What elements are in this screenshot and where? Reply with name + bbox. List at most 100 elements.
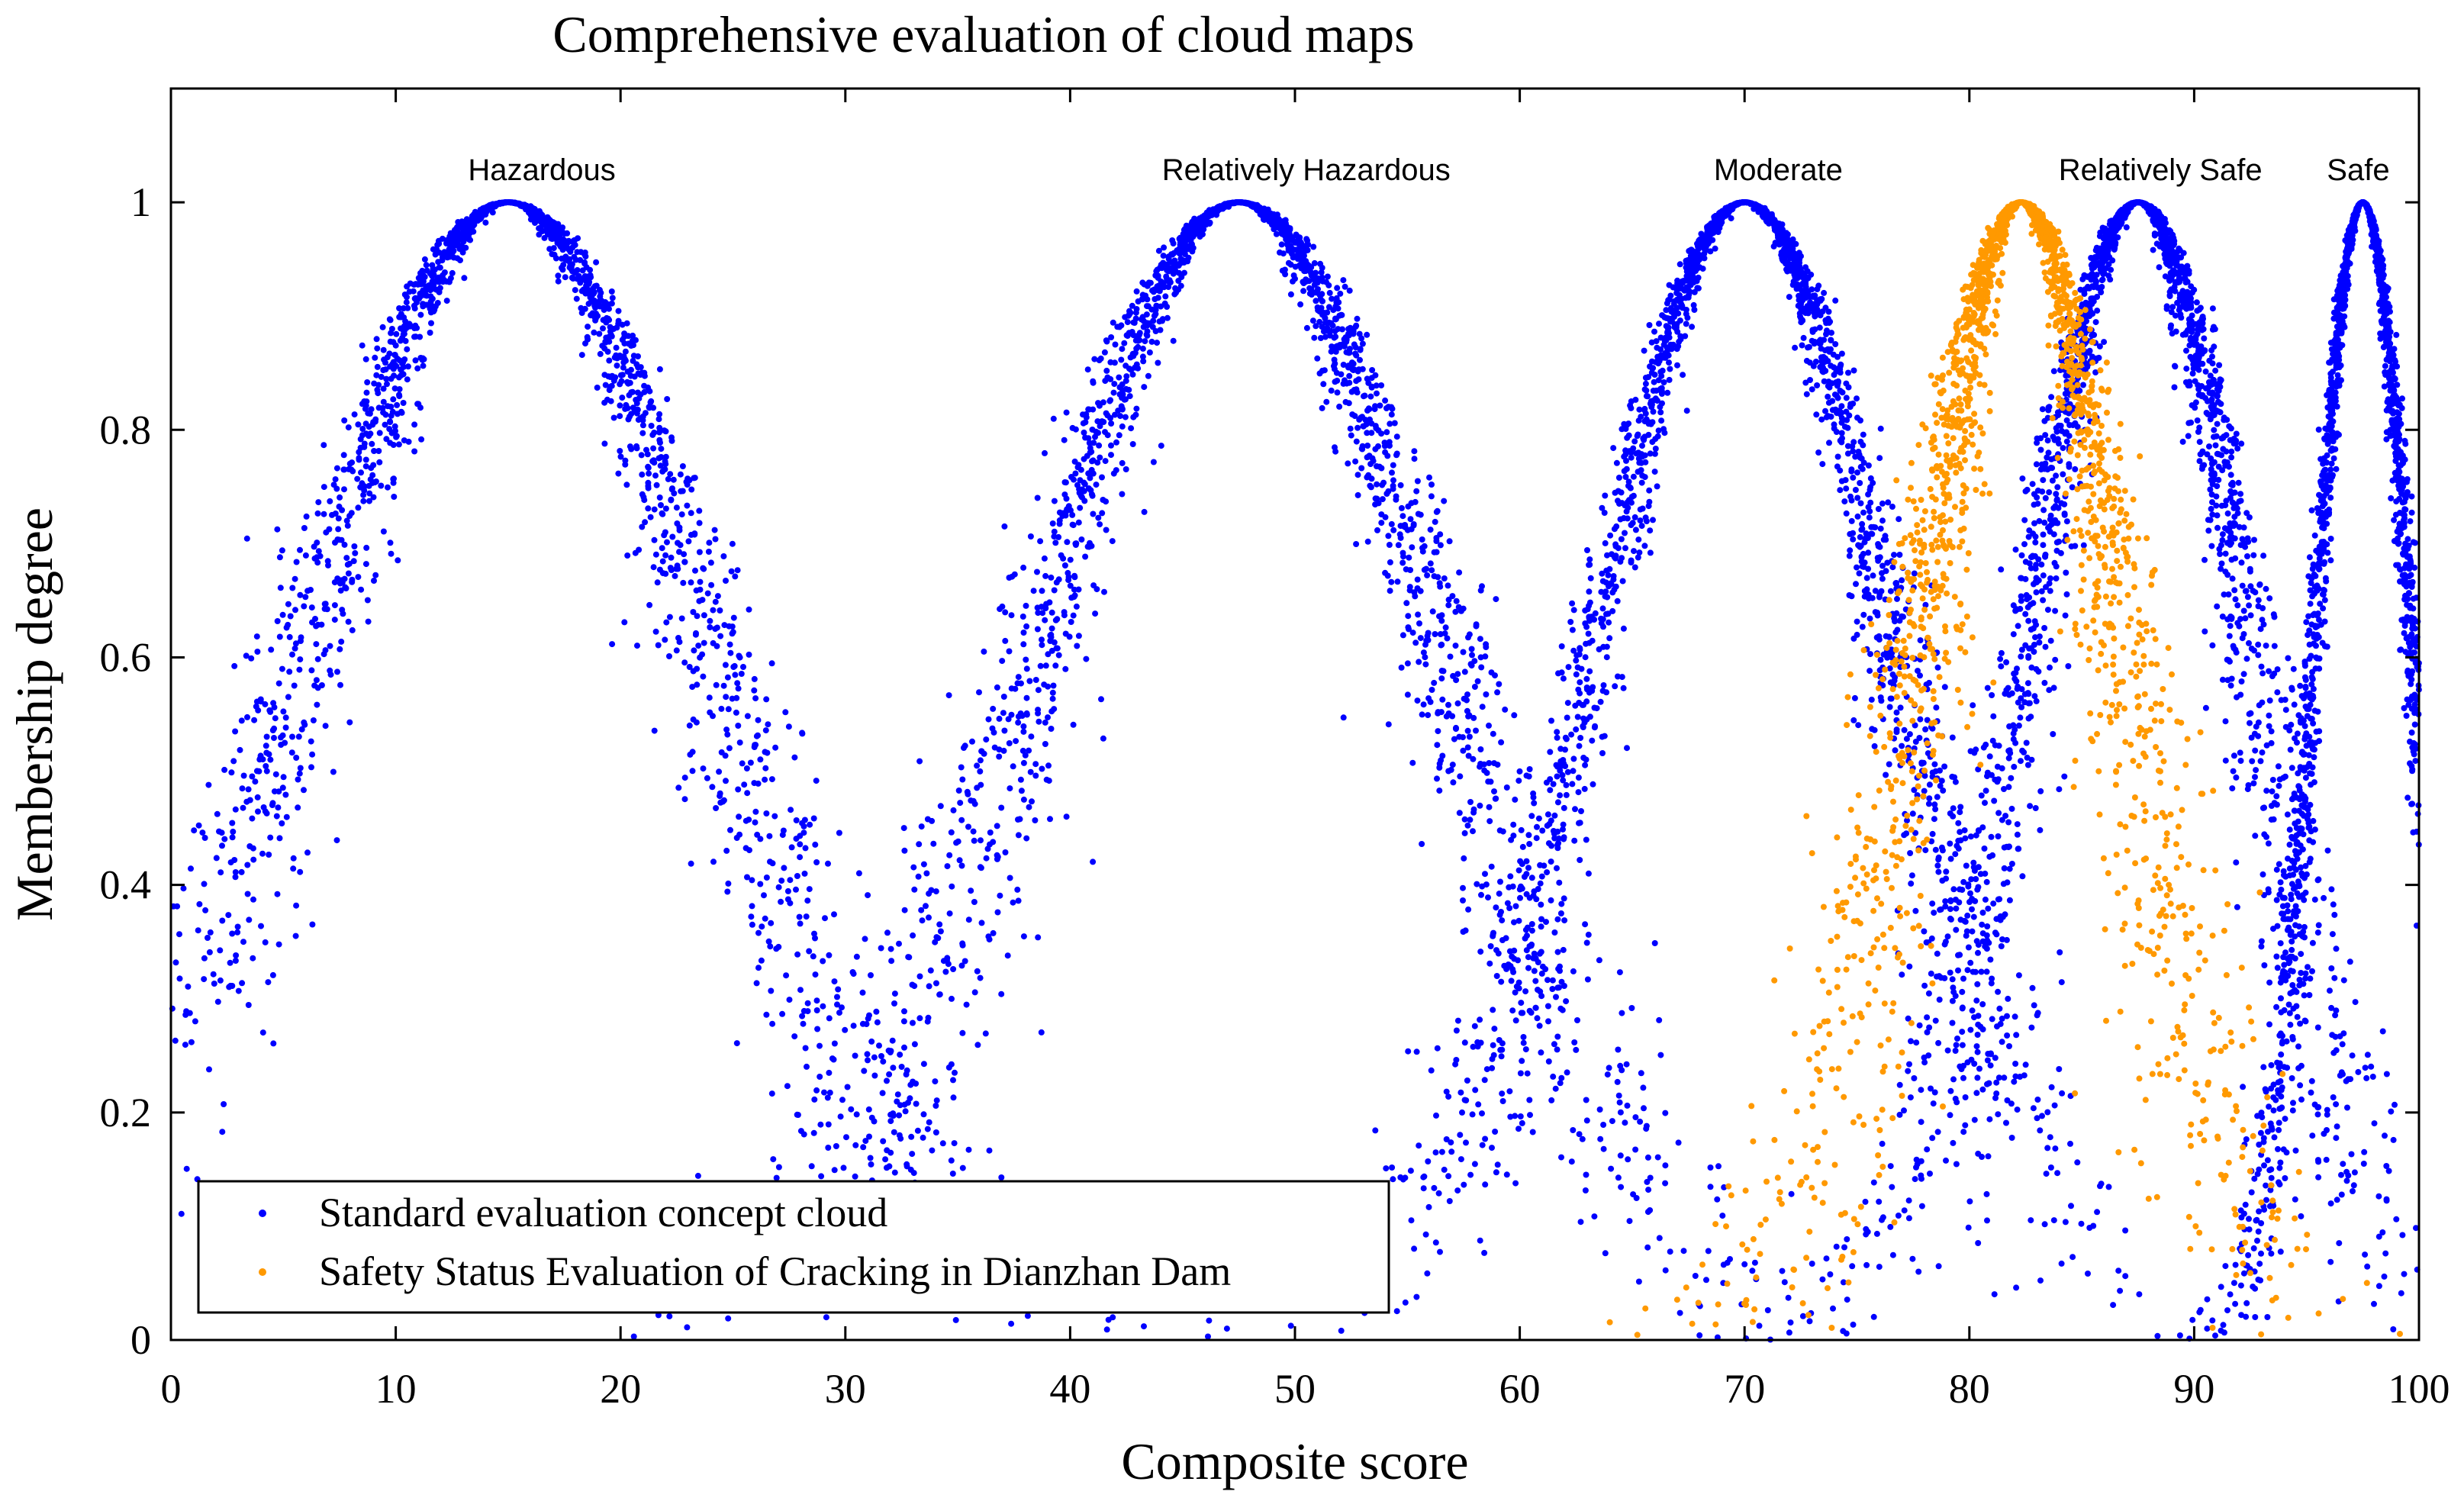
cloud-drop-point [1070,612,1077,619]
cloud-drop-point [752,695,759,702]
cloud-drop-point [1325,304,1332,311]
cloud-drop-point [1114,324,1121,330]
cloud-drop-point [763,696,770,703]
cloud-drop-point [601,372,608,378]
cloud-drop-point [918,823,925,830]
cloud-drop-point [364,597,371,604]
cloud-drop-point [1431,679,1438,686]
cloud-drop-point [375,448,382,454]
cloud-drop-point [649,458,656,465]
cloud-drop-point [1397,482,1404,488]
cloud-drop-point [1042,449,1048,456]
cloud-drop-point [267,756,274,763]
cloud-drop-point [331,602,338,609]
cloud-drop-point [910,1078,916,1085]
cloud-drop-point [728,568,735,575]
cloud-drop-point [1384,572,1391,579]
cloud-drop-point [1095,514,1102,521]
cloud-drop-point [210,971,217,978]
cloud-drop-point [733,694,740,701]
cloud-drop-point [552,232,559,239]
cloud-drop-point [1051,498,1058,504]
cloud-drop-point [1354,491,1361,498]
cloud-drop-point [804,897,811,904]
cloud-drop-point [374,386,381,393]
cloud-drop-point [1161,244,1168,251]
cloud-drop-point [1150,459,1157,465]
cloud-drop-point [831,978,838,985]
cloud-drop-point [2122,1227,2129,1234]
cloud-drop-point [768,660,775,667]
cloud-drop-point [755,780,762,787]
cloud-drop-point [1751,1259,1758,1266]
cloud-drop-point [1005,716,1012,723]
cloud-drop-point [1432,631,1438,637]
cloud-drop-point [380,346,387,353]
cloud-drop-point [396,391,402,398]
cloud-drop-point [251,717,258,723]
cloud-drop-point [213,855,220,862]
cloud-drop-point [706,540,713,546]
cloud-drop-point [362,405,369,412]
cloud-drop-point [333,465,340,472]
cloud-drop-point [1317,335,1324,341]
cloud-drop-point [977,768,984,775]
cloud-drop-point [1506,1088,1513,1095]
cloud-drop-point [363,389,370,396]
cloud-drop-point [669,533,676,540]
cloud-drop-point [1630,473,1637,480]
cloud-drop-point [594,385,601,391]
cloud-drop-point [1130,353,1137,359]
cloud-drop-point [1561,760,1567,767]
cloud-drop-point [245,786,252,793]
cloud-drop-point [1089,427,1096,433]
cloud-drop-point [1425,712,1432,719]
cloud-drop-point [1715,1163,1722,1170]
cloud-drop-point [900,825,907,832]
cloud-drop-point [880,1138,887,1145]
cloud-drop-point [799,730,806,736]
cloud-drop-point [1169,237,1176,243]
cloud-drop-point [1641,1105,1647,1112]
cloud-drop-point [994,823,1000,829]
cloud-drop-point [1445,602,1452,609]
cloud-drop-point [1573,1046,1580,1053]
cloud-drop-point [1551,929,1558,936]
cloud-drop-point [1646,322,1653,328]
cloud-drop-point [687,751,694,758]
cloud-drop-point [370,462,377,469]
cloud-drop-point [957,800,964,807]
cloud-drop-point [341,466,348,473]
cloud-drop-point [559,255,565,262]
cloud-drop-point [762,749,768,755]
cloud-drop-point [749,877,755,884]
cloud-drop-point [710,858,717,865]
cloud-drop-point [349,459,356,466]
cloud-drop-point [233,952,240,958]
cloud-drop-point [407,280,414,287]
cloud-drop-point [699,597,706,604]
cloud-drop-point [1424,572,1431,578]
cloud-drop-point [817,1074,823,1080]
cloud-drop-point [654,579,661,586]
cloud-drop-point [686,664,693,670]
cloud-drop-point [395,557,401,564]
cloud-drop-point [655,455,662,462]
cloud-drop-point [1915,668,1921,675]
cloud-drop-point [1467,1171,1474,1178]
cloud-drop-point [1317,260,1324,267]
cloud-drop-point [823,1314,829,1321]
cloud-drop-point [259,850,266,857]
cloud-drop-point [411,305,418,312]
cloud-drop-point [1464,727,1471,734]
cloud-drop-point [639,422,646,429]
cloud-drop-point [1090,582,1097,589]
cloud-drop-point [290,865,297,872]
cloud-drop-point [1007,875,1013,881]
cloud-drop-point [1380,479,1387,486]
cloud-drop-point [1407,516,1414,523]
cloud-drop-point [2390,1326,2397,1332]
cloud-drop-point [902,1108,909,1115]
cloud-drop-point [1333,299,1340,306]
cloud-drop-point [619,395,626,401]
